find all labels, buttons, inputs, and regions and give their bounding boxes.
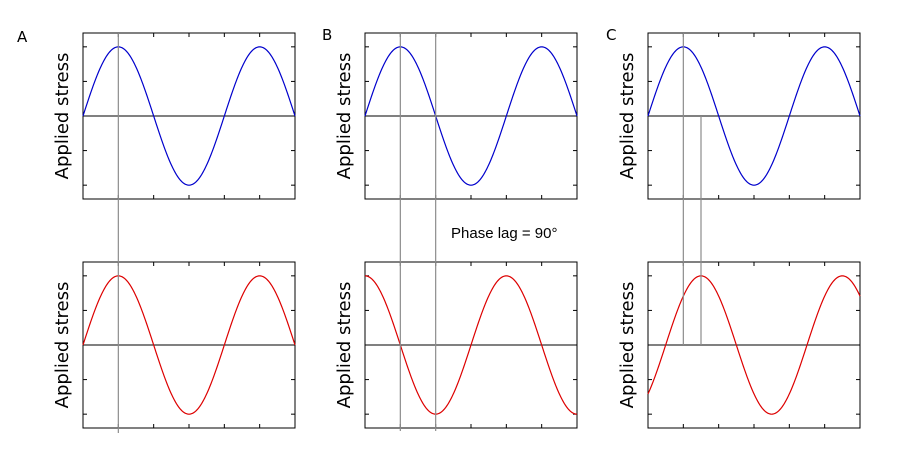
ylabel-b-top: Applied stress bbox=[334, 53, 355, 180]
subplot-a-bottom bbox=[82, 261, 296, 429]
phase-lag-annotation: Phase lag = 90° bbox=[451, 225, 558, 242]
subplot-a-top bbox=[82, 32, 296, 200]
subplot-c-bottom bbox=[647, 261, 861, 429]
panel-letter-b: B bbox=[322, 26, 332, 44]
subplot-c-top bbox=[647, 32, 861, 200]
ylabel-a-top: Applied stress bbox=[52, 53, 73, 180]
ylabel-b-bottom: Applied stress bbox=[334, 282, 355, 409]
panel-letter-a: A bbox=[17, 28, 28, 46]
guides-layer bbox=[117, 33, 702, 433]
panel-letter-c: C bbox=[606, 26, 616, 44]
ylabel-c-bottom: Applied stress bbox=[617, 282, 638, 409]
ylabel-a-bottom: Applied stress bbox=[52, 282, 73, 409]
subplot-b-top bbox=[364, 32, 578, 200]
ylabel-c-top: Applied stress bbox=[617, 53, 638, 180]
subplot-b-bottom bbox=[364, 261, 578, 429]
